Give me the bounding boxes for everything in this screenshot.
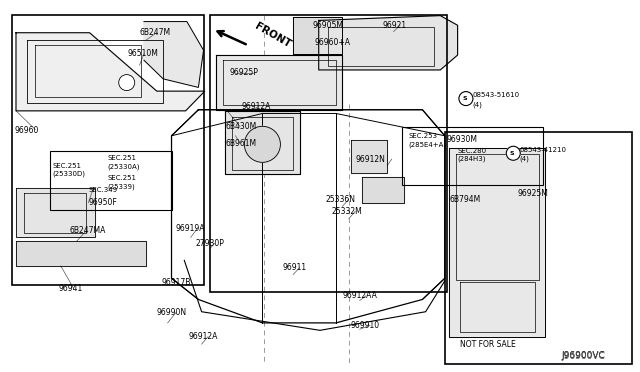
Text: 96917B: 96917B xyxy=(161,278,191,287)
Polygon shape xyxy=(449,148,545,337)
Circle shape xyxy=(506,146,520,160)
Text: NOT FOR SALE: NOT FOR SALE xyxy=(460,340,515,349)
Text: 96921: 96921 xyxy=(383,21,407,30)
Text: (25330D): (25330D) xyxy=(52,171,86,177)
Text: 08543-51610: 08543-51610 xyxy=(472,92,520,98)
Text: SEC.251: SEC.251 xyxy=(52,163,81,169)
Text: 96941: 96941 xyxy=(59,284,83,293)
Polygon shape xyxy=(16,241,146,266)
Text: SEC.251: SEC.251 xyxy=(108,175,136,181)
Polygon shape xyxy=(16,188,95,237)
Text: 96911: 96911 xyxy=(283,263,307,272)
Text: (4): (4) xyxy=(520,156,529,163)
Text: 25336N: 25336N xyxy=(325,195,355,203)
Text: 96919A: 96919A xyxy=(176,224,205,233)
Text: 96925M: 96925M xyxy=(517,189,548,198)
Text: 96950F: 96950F xyxy=(88,198,117,207)
Text: 96925P: 96925P xyxy=(229,68,258,77)
Polygon shape xyxy=(216,55,342,110)
Text: SEC.253: SEC.253 xyxy=(408,133,437,139)
Text: 96912A: 96912A xyxy=(242,102,271,110)
Bar xyxy=(50,151,172,210)
Text: 27930P: 27930P xyxy=(195,239,224,248)
Polygon shape xyxy=(225,111,300,174)
Polygon shape xyxy=(362,177,404,203)
Text: 96990N: 96990N xyxy=(157,308,187,317)
Polygon shape xyxy=(293,17,342,54)
Circle shape xyxy=(119,74,135,91)
Text: 96960+A: 96960+A xyxy=(315,38,351,47)
Bar xyxy=(402,127,543,185)
Text: J96900VC: J96900VC xyxy=(562,351,605,360)
Circle shape xyxy=(244,126,280,162)
Polygon shape xyxy=(351,140,387,173)
Text: 6B247M: 6B247M xyxy=(140,28,171,37)
Text: FRONT: FRONT xyxy=(253,21,292,49)
Text: (285E4+A): (285E4+A) xyxy=(408,141,447,148)
Text: 6B794M: 6B794M xyxy=(449,195,481,203)
Text: 96912A: 96912A xyxy=(189,332,218,341)
Text: 96930M: 96930M xyxy=(447,135,477,144)
Text: (4): (4) xyxy=(472,102,482,108)
Bar xyxy=(12,15,204,285)
Text: (25339): (25339) xyxy=(108,183,135,190)
Text: 25332M: 25332M xyxy=(332,207,362,216)
Text: 96905M: 96905M xyxy=(312,21,343,30)
Text: J96900VC: J96900VC xyxy=(562,352,605,361)
Circle shape xyxy=(459,92,473,106)
Text: 96912N: 96912N xyxy=(355,155,385,164)
Text: 6B247MA: 6B247MA xyxy=(69,226,106,235)
Text: 96510M: 96510M xyxy=(128,49,159,58)
Polygon shape xyxy=(144,22,204,87)
Text: SEC.280: SEC.280 xyxy=(458,148,487,154)
Text: SEC.251: SEC.251 xyxy=(108,155,136,161)
Text: (284H3): (284H3) xyxy=(458,156,486,163)
Polygon shape xyxy=(319,16,458,70)
Text: 96960: 96960 xyxy=(14,126,38,135)
Text: 969910: 969910 xyxy=(351,321,380,330)
Text: 6B961M: 6B961M xyxy=(225,139,257,148)
Text: S: S xyxy=(510,151,515,156)
Bar xyxy=(210,15,447,292)
Text: (25330A): (25330A) xyxy=(108,163,140,170)
Polygon shape xyxy=(16,33,205,111)
Text: SEC.349: SEC.349 xyxy=(88,187,118,193)
Text: 6B430M: 6B430M xyxy=(225,122,257,131)
Bar xyxy=(445,132,632,364)
Text: 96912AA: 96912AA xyxy=(342,291,377,300)
Text: S: S xyxy=(463,96,467,101)
Text: 08543-41210: 08543-41210 xyxy=(520,147,566,153)
